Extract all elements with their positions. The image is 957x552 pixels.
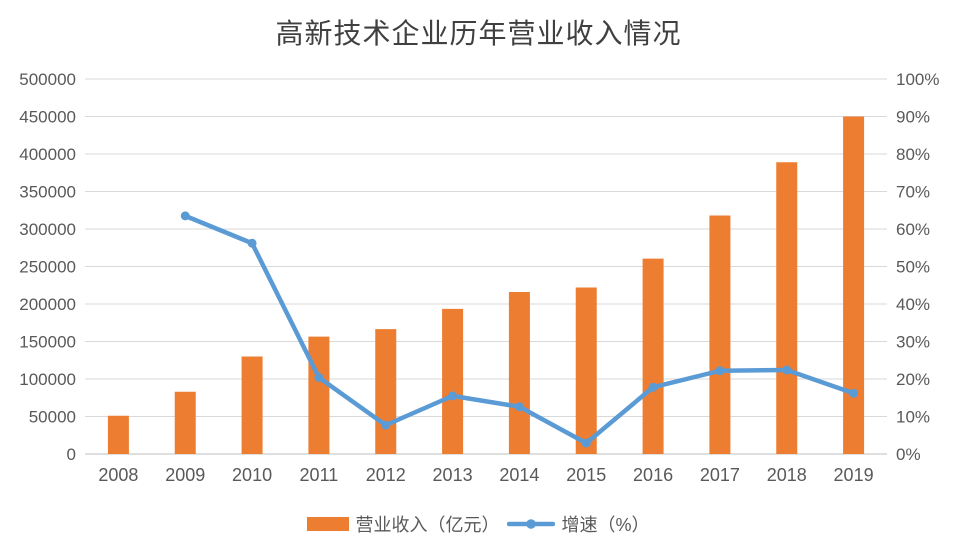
growth-line-marker [715,366,725,376]
left-axis-tick-label: 400000 [19,145,76,164]
x-axis-category-label: 2019 [834,465,874,485]
revenue-bar [107,415,129,454]
left-axis-tick-label: 250000 [19,258,76,277]
revenue-bar [575,287,597,454]
right-axis-tick-label: 60% [896,220,930,239]
growth-line-marker [648,382,658,392]
revenue-bar-swatch-icon [307,517,350,531]
x-axis-category-label: 2012 [366,465,406,485]
growth-line-swatch-icon [507,519,556,529]
left-axis-tick-label: 150000 [19,333,76,352]
growth-line-marker [448,391,458,401]
legend-revenue-label: 营业收入（亿元） [355,515,500,535]
revenue-bar [776,162,798,454]
growth-line-marker [381,420,391,430]
x-axis-category-label: 2009 [165,465,205,485]
revenue-bar [174,391,196,454]
x-axis-category-label: 2017 [700,465,740,485]
right-axis-tick-label: 30% [896,333,930,352]
left-axis-tick-label: 500000 [19,70,76,89]
legend-item-revenue: 营业收入（亿元） [307,511,499,537]
right-axis-tick-label: 100% [896,70,939,89]
revenue-bar [642,258,664,454]
legend-growth-label: 增速（%） [561,515,650,535]
revenue-bar [308,336,330,454]
chart-title: 高新技术企业历年营业收入情况 [275,19,682,50]
x-axis-category-label: 2015 [566,465,606,485]
x-axis-category-label: 2018 [767,465,807,485]
revenue-bar [709,215,731,454]
right-axis-tick-label: 10% [896,408,930,427]
right-axis-tick-label: 0% [896,445,921,464]
x-axis-category-label: 2014 [499,465,539,485]
x-axis-category-label: 2016 [633,465,673,485]
left-axis-tick-label: 350000 [19,183,76,202]
revenue-bar [375,329,397,454]
right-axis-tick-label: 90% [896,108,930,127]
legend-item-growth: 增速（%） [507,511,650,537]
growth-line-marker [247,238,257,248]
right-axis-tick-label: 20% [896,370,930,389]
x-axis-category-label: 2011 [300,465,339,485]
x-axis-category-label: 2008 [98,465,138,485]
growth-line-marker [849,388,859,398]
revenue-bar [843,116,865,454]
revenue-bar [241,356,263,454]
growth-line-marker [180,211,190,221]
right-axis-tick-label: 80% [896,145,930,164]
growth-line-marker [514,402,524,412]
revenue-bar [508,292,530,454]
left-axis-tick-label: 0 [67,445,76,464]
left-axis-tick-label: 200000 [19,295,76,314]
revenue-bar [442,308,464,454]
right-axis-tick-label: 40% [896,295,930,314]
legend: 营业收入（亿元） 增速（%） [0,511,957,537]
x-axis-category-label: 2010 [232,465,272,485]
growth-line-marker [782,365,792,375]
growth-line-marker [314,373,324,382]
left-axis-tick-label: 50000 [29,408,76,427]
left-axis-tick-label: 450000 [19,108,76,127]
left-axis-tick-label: 100000 [19,370,76,389]
growth-line-marker [581,438,591,448]
left-axis-tick-label: 300000 [19,220,76,239]
right-axis-tick-label: 70% [896,183,930,202]
x-axis-category-label: 2013 [433,465,473,485]
right-axis-tick-label: 50% [896,258,930,277]
